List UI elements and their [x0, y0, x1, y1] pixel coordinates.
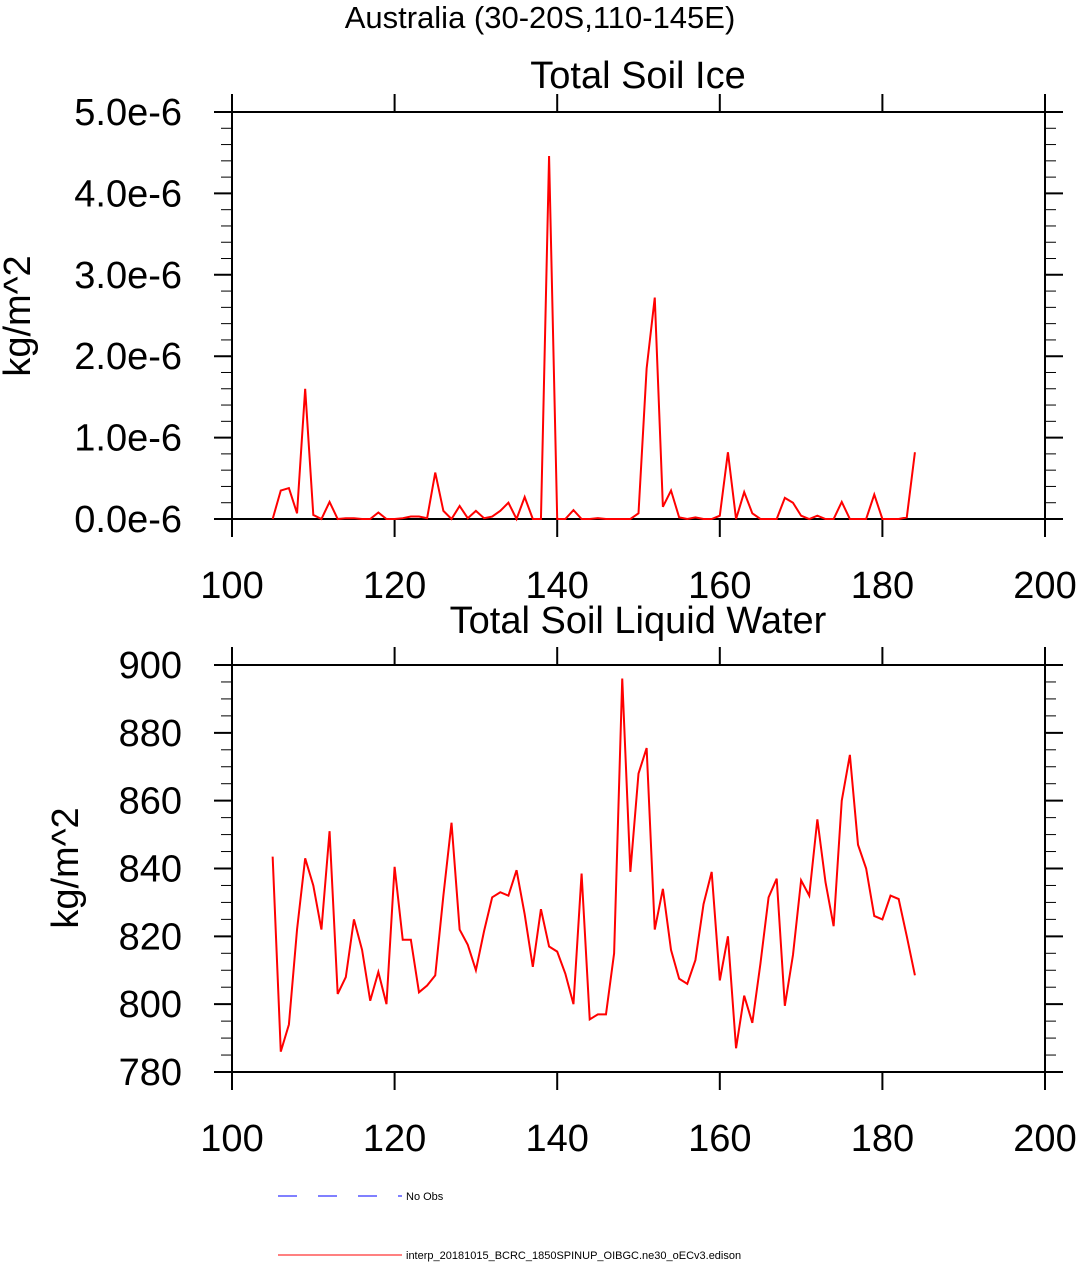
y-tick-label: 800 — [119, 984, 182, 1026]
panel-title: Total Soil Ice — [530, 55, 745, 97]
legend-label: No Obs — [406, 1191, 444, 1203]
y-tick-label: 820 — [119, 916, 182, 958]
x-tick-label: 200 — [1013, 565, 1076, 607]
y-tick-label: 900 — [119, 645, 182, 687]
x-tick-label: 120 — [363, 1118, 426, 1160]
x-tick-label: 120 — [363, 565, 426, 607]
x-tick-label: 100 — [200, 565, 263, 607]
y-axis-label: kg/m^2 — [45, 807, 87, 928]
y-axis-label: kg/m^2 — [0, 255, 39, 376]
x-tick-label: 200 — [1013, 1118, 1076, 1160]
plot-frame — [231, 664, 1046, 1073]
y-tick-label: 2.0e-6 — [74, 336, 182, 378]
legend: No Obs interp_20181015_BCRC_1850SPINUP_O… — [278, 1191, 741, 1262]
x-tick-label: 180 — [851, 565, 914, 607]
y-tick-label: 3.0e-6 — [74, 255, 182, 297]
plot-frame — [231, 111, 1046, 520]
y-tick-label: 880 — [119, 713, 182, 755]
y-tick-labels: 780 800 820 840 860 880 900 — [119, 645, 182, 1094]
page-title: Australia (30-20S,110-145E) — [345, 0, 736, 35]
x-tick-label: 140 — [525, 1118, 588, 1160]
series-line — [271, 155, 916, 522]
series-line — [271, 678, 916, 1052]
y-tick-label: 780 — [119, 1052, 182, 1094]
y-tick-label: 4.0e-6 — [74, 173, 182, 215]
y-tick-label: 0.0e-6 — [74, 499, 182, 541]
y-tick-label: 860 — [119, 781, 182, 823]
panel-soil-liquid-water: Total Soil Liquid Water kg/m^2 780 800 820… — [45, 600, 1077, 1160]
x-tick-label: 180 — [851, 1118, 914, 1160]
y-tick-label: 5.0e-6 — [74, 92, 182, 134]
x-tick-label: 160 — [688, 1118, 751, 1160]
panel-soil-ice: Total Soil Ice kg/m^2 0.0e-6 1.0e-6 2.0e-6… — [0, 55, 1077, 607]
y-tick-label: 840 — [119, 849, 182, 891]
y-tick-label: 1.0e-6 — [74, 418, 182, 460]
axis-ticks — [214, 94, 1063, 537]
y-tick-labels: 0.0e-6 1.0e-6 2.0e-6 3.0e-6 4.0e-6 5.0e-6 — [74, 92, 182, 541]
x-tick-label: 140 — [525, 565, 588, 607]
axis-ticks — [214, 647, 1063, 1090]
x-tick-label: 100 — [200, 1118, 263, 1160]
x-tick-label: 160 — [688, 565, 751, 607]
legend-label: interp_20181015_BCRC_1850SPINUP_OIBGC.ne… — [406, 1250, 741, 1262]
panel-title: Total Soil Liquid Water — [450, 600, 827, 642]
x-tick-labels: 100 120 140 160 180 200 — [200, 565, 1076, 607]
x-tick-labels: 100 120 140 160 180 200 — [200, 1118, 1076, 1160]
